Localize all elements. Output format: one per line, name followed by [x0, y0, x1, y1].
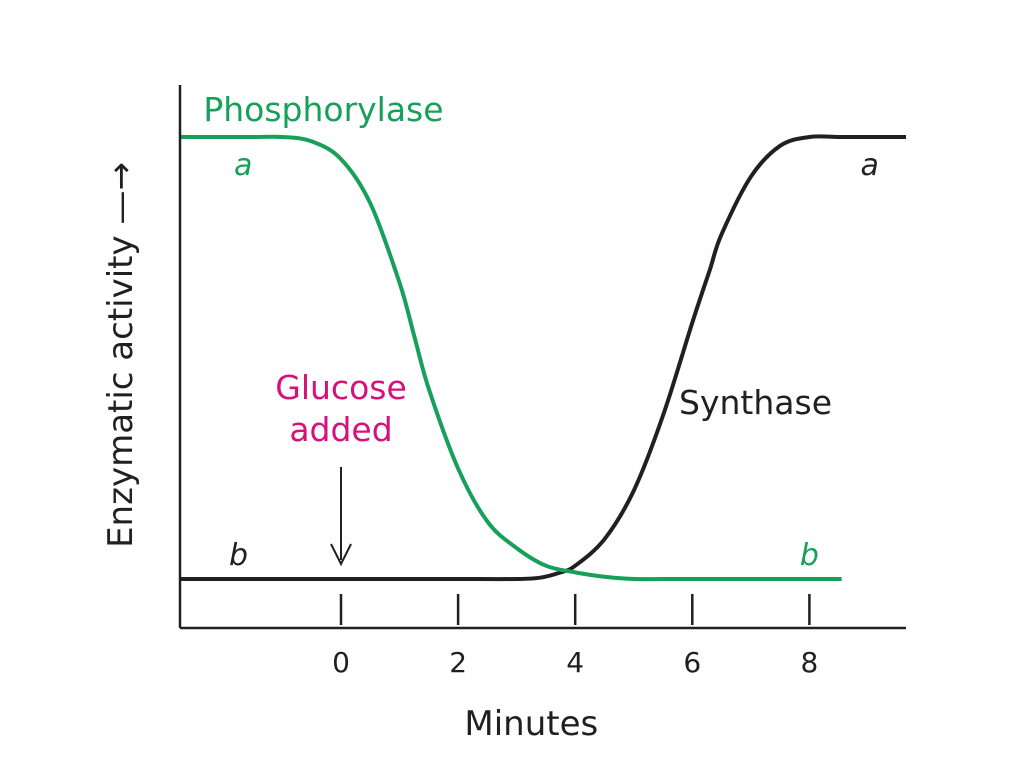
- annotation-arrow-head: [330, 543, 352, 567]
- phosphorylase-state-high: a: [234, 148, 252, 183]
- synthase-state-low: b: [229, 538, 248, 573]
- x-tick-label: 4: [566, 646, 584, 679]
- y-axis-label: Enzymatic activity —→: [101, 162, 141, 548]
- x-tick-label: 6: [683, 646, 701, 679]
- axes: [178, 85, 906, 630]
- phosphorylase-state-low: b: [800, 538, 819, 573]
- synthase-state-high: a: [861, 148, 879, 183]
- series-labels: Phosphorylase Synthase a a b b: [203, 90, 879, 573]
- x-axis-label: Minutes: [464, 704, 598, 744]
- series-lines: [179, 134, 906, 582]
- x-tick-label: 0: [332, 646, 350, 679]
- x-tick-label: 2: [449, 646, 467, 679]
- x-tick-label: 8: [800, 646, 818, 679]
- annotation-text: Glucose: [275, 368, 406, 407]
- series-name-phosphorylase: Phosphorylase: [203, 90, 443, 129]
- series-line-phosphorylase: [179, 134, 842, 582]
- series-name-synthase: Synthase: [679, 383, 832, 422]
- x-ticks: 0 2 4 6 8: [332, 594, 818, 679]
- series-line-synthase: [180, 134, 906, 582]
- annotation-text: added: [289, 410, 392, 449]
